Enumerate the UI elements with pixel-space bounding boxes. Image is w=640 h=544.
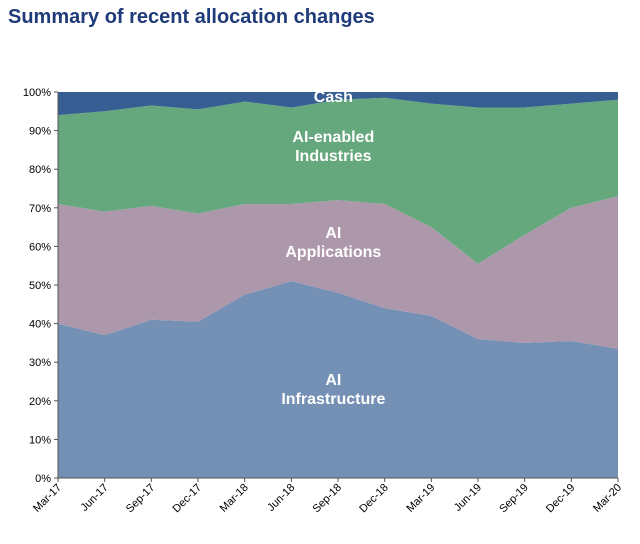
area-series-group	[58, 92, 618, 478]
y-tick-label: 50%	[29, 280, 51, 292]
x-tick-label: Sep-19	[497, 482, 531, 516]
y-tick-label: 60%	[29, 241, 51, 253]
y-tick-label: 0%	[35, 473, 51, 485]
x-tick-label: Mar-17	[31, 482, 64, 515]
x-tick-label: Dec-17	[171, 482, 205, 516]
chart-title: Summary of recent allocation changes	[8, 6, 375, 28]
y-tick-label: 70%	[29, 203, 51, 215]
x-tick-label: Mar-20	[591, 482, 624, 515]
x-tick-label: Sep-17	[124, 482, 158, 516]
area-label-ai-applications: Applications	[285, 244, 381, 261]
x-tick-label: Sep-18	[311, 482, 345, 516]
area-ai-infrastructure	[58, 281, 618, 478]
area-label-ai-enabled-industries: AI-enabled	[292, 129, 374, 146]
y-tick-label: 10%	[29, 434, 51, 446]
area-cash	[58, 92, 618, 116]
x-tick-label: Mar-19	[404, 482, 437, 515]
area-label-ai-applications: AI	[325, 225, 341, 242]
y-tick-label: 80%	[29, 164, 51, 176]
x-tick-label: Mar-18	[218, 482, 251, 515]
x-tick-label: Dec-19	[544, 482, 578, 516]
y-tick-label: 20%	[29, 396, 51, 408]
area-label-ai-enabled-industries: Industries	[295, 148, 372, 165]
y-tick-label: 40%	[29, 319, 51, 331]
x-tick-label: Dec-18	[357, 482, 391, 516]
x-tick-label: Jun-17	[79, 482, 111, 514]
x-tick-label: Jun-18	[265, 482, 297, 514]
y-tick-label: 30%	[29, 357, 51, 369]
area-label-cash: Cash	[314, 89, 353, 106]
area-label-ai-infrastructure: Infrastructure	[281, 391, 385, 408]
y-tick-label: 100%	[23, 87, 51, 99]
x-tick-label: Jun-19	[452, 482, 484, 514]
y-tick-label: 90%	[29, 126, 51, 138]
area-ai-enabled-industries	[58, 97, 618, 264]
area-labels-group: AI Infrastructure AI Applications AI-enabled…	[281, 89, 385, 408]
area-label-ai-infrastructure: AI	[325, 372, 341, 389]
area-ai-applications	[58, 196, 618, 349]
